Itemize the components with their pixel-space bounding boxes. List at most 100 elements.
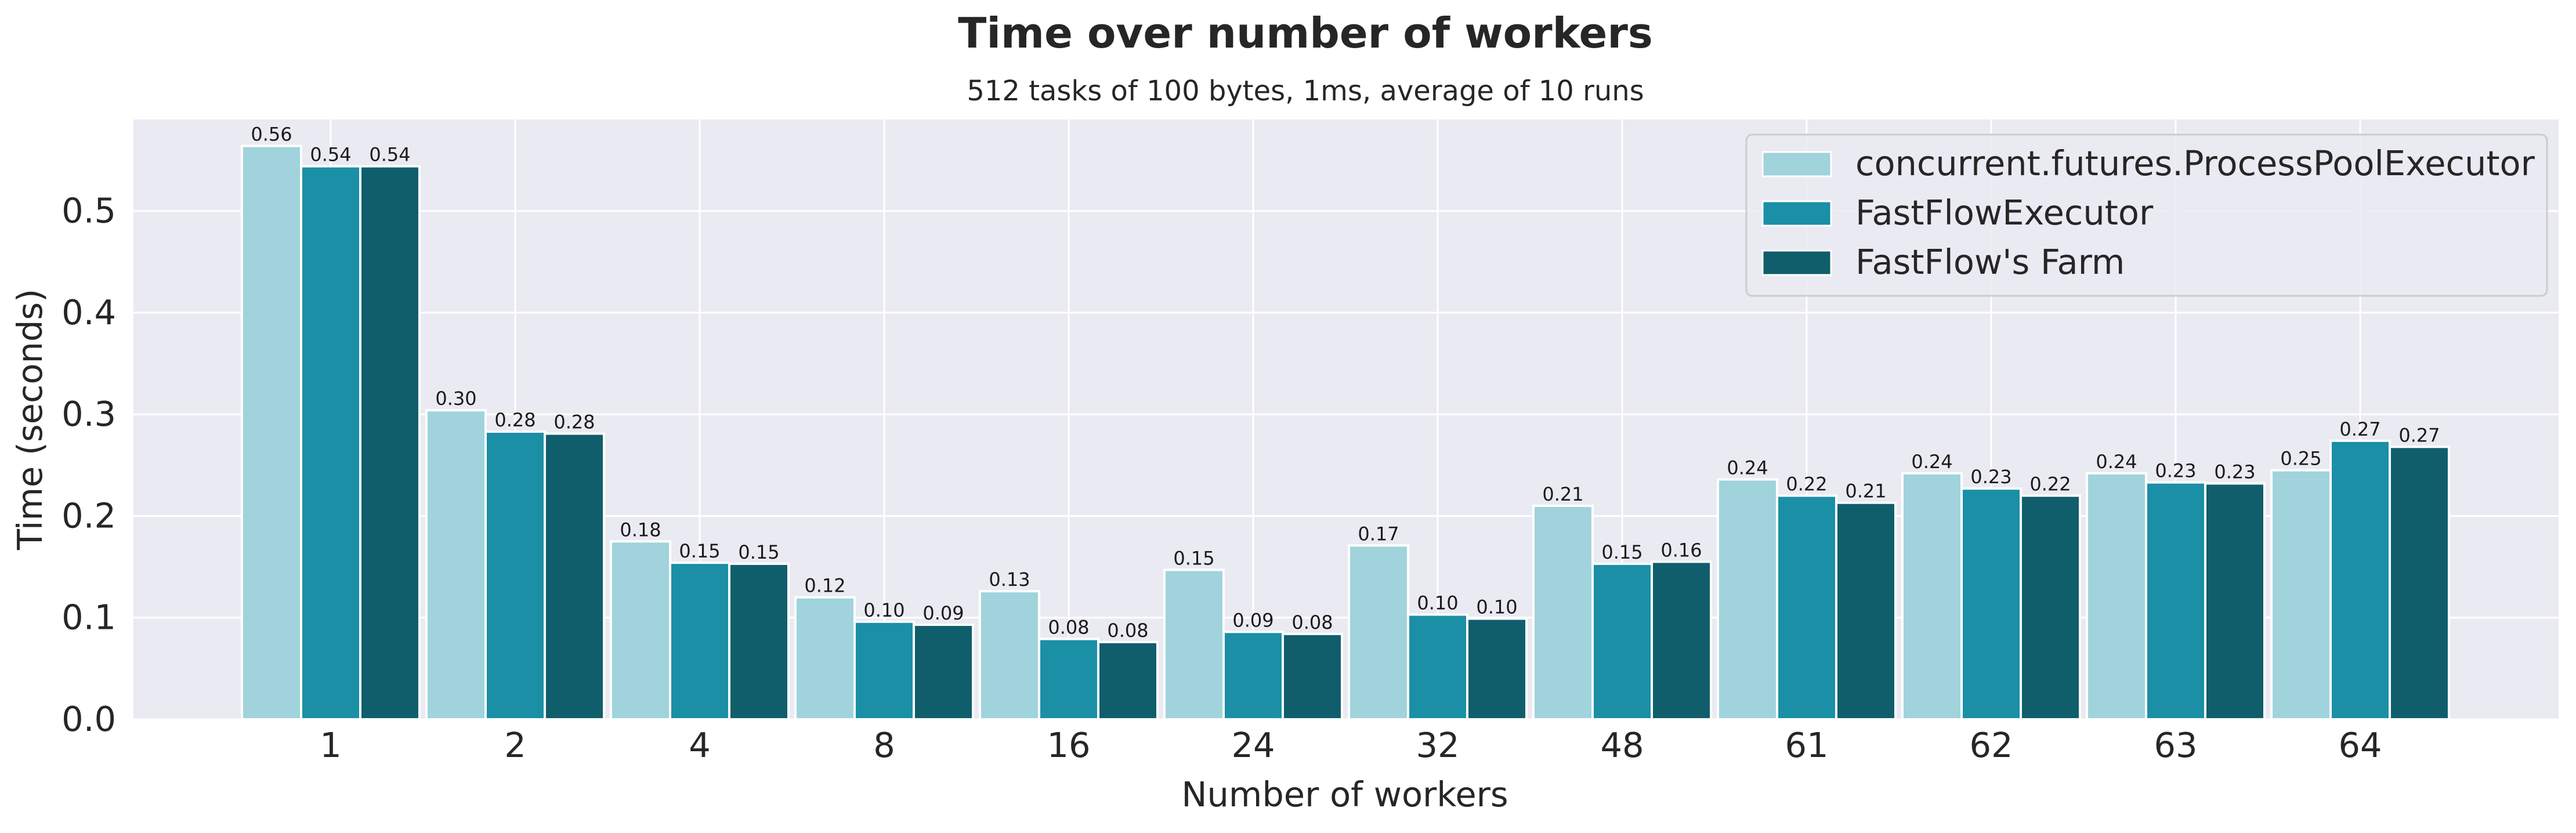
bar: [1038, 638, 1099, 721]
x-tick-labels: 1 2 4 8 16 24 32 48 61 62 63 64: [320, 725, 2382, 765]
bar-value-label: 0.22: [2029, 473, 2071, 495]
bar-value-label: 0.27: [2398, 424, 2440, 446]
bar-value-label: 0.09: [1232, 609, 1273, 631]
x-tick-label: 62: [1969, 725, 2013, 765]
bar: [1348, 544, 1409, 720]
x-tick-label: 64: [2338, 725, 2382, 765]
bar-value-label: 0.28: [494, 409, 536, 431]
bar-value-label: 0.56: [251, 124, 292, 146]
bar: [979, 590, 1040, 721]
x-tick-label: 63: [2154, 725, 2197, 765]
bar-value-label: 0.10: [1476, 596, 1517, 618]
bar-value-label: 0.10: [1417, 592, 1458, 614]
legend-frame: [1745, 133, 2548, 297]
bar: [300, 165, 361, 720]
bar-value-label: 0.17: [1358, 523, 1399, 545]
legend-entry-label: FastFlowExecutor: [1855, 193, 2154, 233]
bar: [1222, 631, 1284, 721]
bar-value-label: 0.23: [1970, 466, 2011, 488]
bar-value-label: 0.10: [863, 599, 905, 621]
bar: [794, 596, 856, 721]
bar: [1776, 494, 1837, 720]
y-tick-label: 0.1: [61, 597, 116, 638]
bar: [544, 432, 605, 720]
bar: [1407, 613, 1468, 721]
bar-value-label: 0.08: [1048, 617, 1089, 639]
bar-value-label: 0.15: [679, 540, 720, 562]
bar: [2270, 469, 2332, 721]
bar: [2389, 446, 2450, 721]
bar-value-label: 0.27: [2339, 418, 2380, 440]
bar-value-label: 0.28: [553, 411, 595, 433]
x-tick-label: 4: [689, 725, 711, 765]
bar: [2329, 439, 2391, 721]
y-axis-label: Time (seconds): [10, 289, 50, 550]
bar-value-label: 0.16: [1660, 539, 1702, 561]
y-tick-label: 0.4: [61, 292, 116, 332]
bar-value-label: 0.15: [738, 541, 779, 563]
bar-value-label: 0.24: [1911, 451, 1952, 473]
bars: [241, 144, 2450, 721]
bar-value-label: 0.24: [2096, 451, 2137, 473]
bar-value-label: 0.15: [1173, 547, 1214, 569]
bar-value-label: 0.15: [1601, 541, 1642, 563]
bar-value-label: 0.54: [310, 144, 351, 166]
legend-swatch: [1761, 200, 1832, 227]
bar: [1466, 617, 1528, 720]
bar: [1835, 501, 1897, 721]
bar: [1591, 562, 1653, 720]
bar-value-label: 0.23: [2155, 460, 2196, 482]
y-tick-label: 0.2: [61, 495, 116, 535]
legend-swatch: [1761, 151, 1832, 178]
bar-value-label: 0.54: [369, 144, 410, 166]
legend-entry-label: FastFlow's Farm: [1855, 242, 2125, 282]
bar: [1717, 478, 1778, 721]
bar: [359, 165, 421, 720]
y-tick-label: 0.3: [61, 394, 116, 434]
bar: [2145, 481, 2206, 721]
legend-entry-label: concurrent.futures.ProcessPoolExecutor: [1855, 143, 2535, 183]
bar-value-label: 0.08: [1291, 611, 1333, 633]
bar-labels: 0.56 0.30 0.18 0.12 0.13 0.15 0.17 0.21 0.24 0.24…: [251, 124, 2440, 642]
x-tick-label: 1: [320, 725, 342, 765]
bar: [1532, 504, 1594, 721]
bar: [2020, 494, 2081, 720]
bar-value-label: 0.30: [435, 387, 476, 410]
y-tick-labels: 0.0 0.1 0.2 0.3 0.4 0.5: [61, 191, 116, 739]
bar: [728, 562, 790, 720]
bar-value-label: 0.25: [2280, 448, 2321, 470]
legend: concurrent.futures.ProcessPoolExecutor Fa…: [1745, 133, 2548, 297]
bar: [425, 409, 487, 720]
bar: [1282, 632, 1343, 721]
bar: [1097, 640, 1159, 720]
bar: [241, 144, 302, 720]
bar: [1960, 487, 2022, 720]
legend-swatch: [1761, 249, 1832, 276]
bar-value-label: 0.24: [1727, 457, 1768, 479]
chart-title: Time over number of workers: [958, 9, 1653, 57]
bar-value-label: 0.21: [1542, 483, 1583, 505]
bar: [610, 540, 671, 721]
bar-value-label: 0.22: [1786, 473, 1827, 495]
bar-value-label: 0.21: [1845, 480, 1886, 502]
bar-value-label: 0.23: [2214, 461, 2255, 483]
bar: [2086, 472, 2147, 721]
y-tick-label: 0.5: [61, 191, 116, 231]
x-tick-label: 32: [1416, 725, 1459, 765]
x-tick-label: 61: [1785, 725, 1828, 765]
bar: [853, 620, 915, 721]
bar: [1163, 568, 1225, 720]
x-tick-label: 48: [1600, 725, 1644, 765]
x-tick-label: 16: [1047, 725, 1090, 765]
chart-subtitle: 512 tasks of 100 bytes, 1ms, average of …: [967, 75, 1644, 107]
bar: [669, 562, 730, 720]
bar-value-label: 0.09: [922, 602, 964, 624]
bar-value-label: 0.08: [1107, 620, 1148, 642]
x-tick-label: 2: [504, 725, 526, 765]
bar-value-label: 0.12: [804, 575, 845, 597]
x-tick-label: 8: [873, 725, 895, 765]
x-axis-label: Number of workers: [1181, 774, 1508, 814]
bar: [1651, 560, 1712, 721]
